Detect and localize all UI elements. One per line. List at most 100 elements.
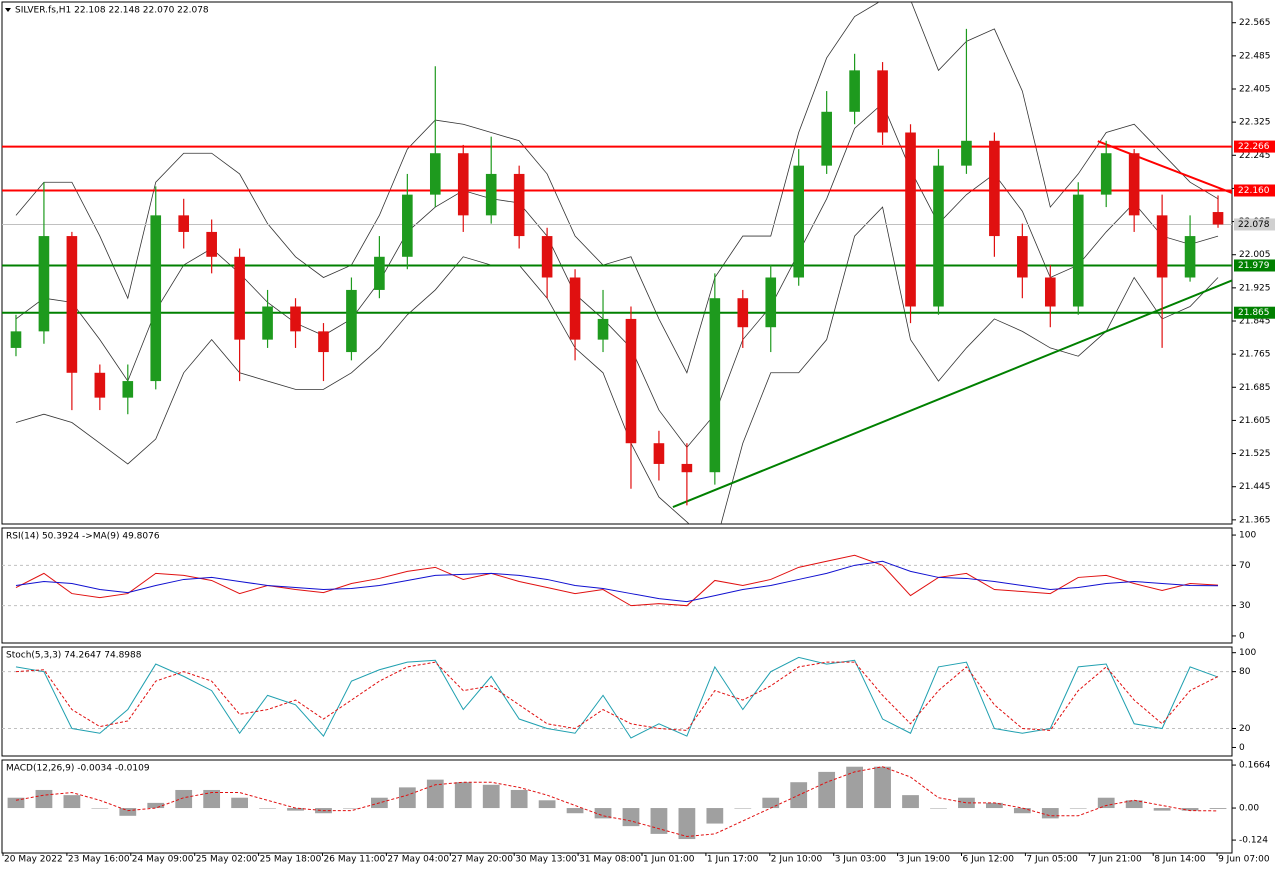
y-tick-label: 21.605 [1239,416,1271,426]
candle-body [653,443,665,464]
level-label-box [1234,140,1275,153]
macd-bar [231,797,248,809]
level-label-box [1234,259,1275,272]
x-tick-label: 1 Jun 17:00 [707,855,759,865]
level-label-box [1234,184,1275,197]
y-tick-label: 21.765 [1239,350,1271,360]
candle-body [765,277,777,328]
x-tick-label: 24 May 09:00 [132,855,194,865]
macd-bar [1153,808,1171,811]
candle-body [318,331,329,353]
candle-body [206,231,217,257]
x-tick-label: 6 Jun 12:00 [963,855,1015,865]
y-tick-label: 0 [1239,743,1245,753]
macd-bar [510,789,528,809]
y-tick-label: 20 [1239,724,1251,734]
macd-label: MACD(12,26,9) -0.0034 -0.0109 [6,764,150,774]
panel-plot [2,2,1232,524]
macd-bar [259,808,276,809]
y-tick-label: 0 [1239,631,1245,641]
x-tick-label: 20 May 2022 [4,855,63,865]
y-tick-label: 80 [1239,667,1251,677]
candle-body [10,331,22,348]
x-tick-label: 7 Jun 05:00 [1026,855,1078,865]
panel-frame [1,759,1233,854]
y-tick-label: 21.925 [1239,283,1271,293]
candle-body [821,111,832,166]
bollinger-lower [15,206,1219,524]
x-tick-label: 27 May 20:00 [451,855,513,865]
macd-bar [622,808,640,827]
bollinger-upper [15,2,1219,374]
y-tick-label: 22.485 [1239,51,1271,61]
panel-plot [7,766,1227,840]
macd-bar [930,808,947,809]
y-tick-label: 0.00 [1239,804,1259,814]
candle-body [150,215,162,382]
macd-bar [63,795,81,809]
y-tick-label: 21.525 [1239,449,1271,459]
panel-frame [1,527,1233,644]
candle-body [1184,236,1196,278]
candle-body [1128,153,1140,216]
y-tick-label: 21.365 [1239,515,1271,525]
candle-body [961,140,972,166]
x-tick-label: 3 Jun 03:00 [835,855,887,865]
candle-body [66,236,78,373]
macd-bar [846,766,863,809]
macd-bar [538,800,556,809]
y-tick-label: 21.445 [1239,482,1271,492]
candle-body [709,298,721,473]
x-tick-label: 30 May 13:00 [515,855,577,865]
y-tick-label: 70 [1239,561,1251,571]
macd-bar [7,797,25,809]
x-tick-label: 31 May 08:00 [579,855,641,865]
y-tick-label: 0.1664 [1239,761,1271,771]
last-price-label: 22.078 [1238,220,1270,230]
macd-bar [678,808,696,840]
macd-bar [874,766,891,809]
rsi-label: RSI(14) 50.3924 ->MA(9) 49.8076 [6,532,160,542]
x-tick-label: 8 Jun 14:00 [1154,855,1206,865]
candle-body [1156,215,1168,278]
candle-body [346,289,357,353]
macd-bar [566,808,584,814]
macd-bar [1181,808,1199,811]
macd-bar [35,789,53,809]
macd-bar [1041,808,1059,819]
x-tick-label: 23 May 16:00 [68,855,130,865]
macd-bar [203,789,221,809]
trend-line [672,279,1232,508]
macd-bar [91,808,109,809]
candle-body [122,381,134,398]
candle-body [234,256,245,340]
candle-body [402,194,413,257]
macd-bar [986,802,1003,809]
macd-bar [1125,800,1143,809]
x-tick-label: 25 May 02:00 [196,855,258,865]
candle-body [94,372,106,398]
candle-body [737,298,749,328]
indicator-line [15,661,1219,731]
y-tick-label: 22.005 [1239,250,1271,260]
candle-body [178,215,190,232]
panel-plot [2,656,1232,739]
menu-triangle[interactable] [5,8,11,12]
candle-body [905,132,916,307]
macd-bar [958,797,975,809]
macd-bar [482,784,500,809]
y-tick-label: 30 [1239,601,1251,611]
candle-body [541,236,553,278]
candle-body [485,173,497,216]
candle-body [1017,236,1028,278]
y-tick-label: 22.325 [1239,118,1271,128]
last-price-box [1234,218,1275,231]
candle-body [569,277,581,340]
candle-body [513,173,525,237]
level-label-box [1234,306,1275,319]
candle-body [849,70,860,112]
candle-body [374,256,385,290]
macd-bar [706,808,724,824]
